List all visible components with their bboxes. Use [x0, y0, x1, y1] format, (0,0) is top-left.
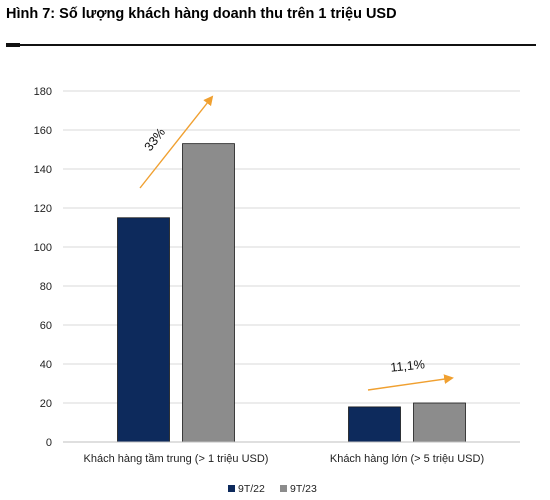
y-tick-label: 20: [40, 398, 52, 410]
legend-swatch: [228, 485, 235, 492]
y-tick-label: 120: [34, 203, 52, 215]
bars: [117, 143, 466, 443]
bar-9t23-0: [182, 143, 235, 443]
legend-label: 9T/22: [238, 483, 265, 495]
bar-9t22-0: [117, 217, 170, 443]
legend-label: 9T/23: [290, 483, 317, 495]
y-axis-ticks: 0 20 40 60 80 100 120 140 160 180: [34, 86, 52, 449]
y-tick-label: 140: [34, 164, 52, 176]
bar-9t23-1: [413, 402, 466, 443]
y-tick-label: 100: [34, 242, 52, 254]
y-tick-label: 0: [46, 437, 52, 449]
y-tick-label: 160: [34, 125, 52, 137]
growth-arrow: [139, 95, 214, 189]
y-tick-label: 60: [40, 320, 52, 332]
legend-swatch: [280, 485, 287, 492]
legend: 9T/22 9T/23: [228, 483, 317, 495]
page-title: Hình 7: Số lượng khách hàng doanh thu tr…: [6, 6, 397, 22]
y-tick-label: 40: [40, 359, 52, 371]
growth-label: 11,1%: [390, 357, 426, 375]
category-label: Khách hàng tầm trung (> 1 triệu USD): [84, 453, 269, 465]
category-labels: Khách hàng tầm trung (> 1 triệu USD) Khác…: [84, 453, 485, 465]
category-label: Khách hàng lớn (> 5 triệu USD): [330, 453, 484, 465]
growth-arrow: [367, 374, 454, 391]
title-divider: [6, 43, 536, 47]
y-tick-label: 180: [34, 86, 52, 98]
y-tick-label: 80: [40, 281, 52, 293]
bar-9t22-1: [348, 406, 401, 443]
